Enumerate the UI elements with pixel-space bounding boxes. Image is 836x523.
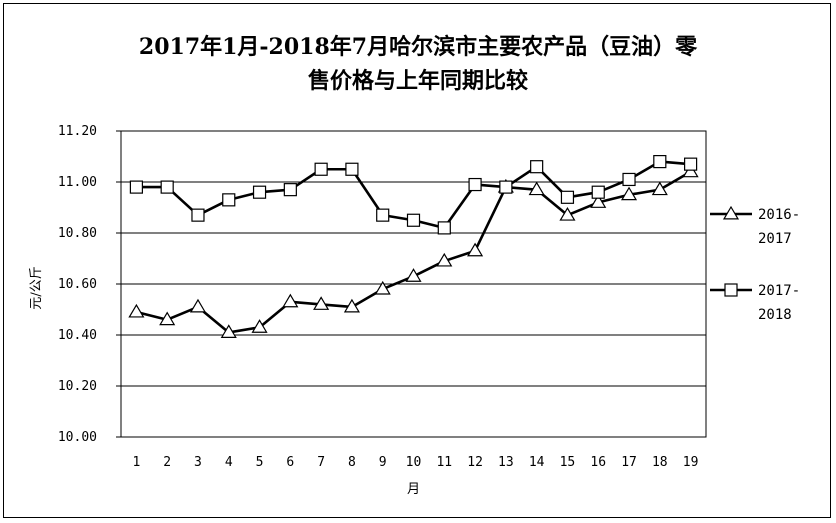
data-point-square xyxy=(160,180,174,194)
data-point-triangle xyxy=(682,163,699,178)
data-point-triangle xyxy=(528,181,545,196)
data-point-square xyxy=(314,162,328,176)
data-point-square xyxy=(437,221,451,235)
data-point-triangle xyxy=(374,280,391,295)
legend-label: 2017 xyxy=(758,231,792,247)
y-tick-label: 10.00 xyxy=(58,430,97,445)
x-tick-label: 11 xyxy=(436,455,452,470)
x-tick-label: 10 xyxy=(406,455,422,470)
y-tick-label: 11.20 xyxy=(58,124,97,139)
data-point-triangle xyxy=(467,242,484,257)
data-point-square xyxy=(283,183,297,197)
legend-label: 2017- xyxy=(758,283,800,299)
data-point-square xyxy=(530,160,544,174)
x-tick-label: 3 xyxy=(194,455,202,470)
data-point-triangle xyxy=(559,206,576,221)
data-point-triangle xyxy=(651,181,668,196)
x-tick-label: 17 xyxy=(621,455,637,470)
y-tick-label: 10.80 xyxy=(58,226,97,241)
data-point-square xyxy=(560,190,575,204)
x-tick-label: 1 xyxy=(132,455,140,470)
x-tick-label: 18 xyxy=(652,455,668,470)
data-point-square xyxy=(129,180,143,194)
data-point-square xyxy=(406,213,421,227)
data-point-square xyxy=(191,208,205,222)
data-point-square xyxy=(345,162,359,176)
x-tick-label: 7 xyxy=(317,455,325,470)
data-point-triangle xyxy=(159,311,176,326)
x-tick-label: 12 xyxy=(467,455,483,470)
x-tick-label: 9 xyxy=(379,455,387,470)
data-point-square xyxy=(591,185,605,199)
data-point-square xyxy=(376,208,390,222)
data-point-square xyxy=(499,180,513,194)
chart-title-line2: 售价格与上年同期比较 xyxy=(307,68,528,94)
chart-title-line1: 2017年1月-2018年7月哈尔滨市主要农产品（豆油）零 xyxy=(138,34,698,60)
data-point-triangle xyxy=(220,324,237,338)
data-point-square xyxy=(653,155,667,169)
data-point-square xyxy=(622,172,636,187)
x-tick-label: 13 xyxy=(498,455,514,470)
data-point-triangle xyxy=(128,303,145,318)
legend-marker-triangle xyxy=(722,205,740,220)
x-tick-label: 15 xyxy=(560,455,576,470)
y-tick-label: 10.40 xyxy=(58,328,97,343)
data-point-square xyxy=(222,193,236,207)
y-tick-label: 10.20 xyxy=(58,379,97,394)
x-tick-label: 19 xyxy=(683,455,699,470)
data-point-triangle xyxy=(189,298,207,313)
data-point-triangle xyxy=(343,298,360,313)
x-tick-label: 8 xyxy=(348,455,356,470)
data-point-triangle xyxy=(620,186,638,201)
legend-label: 2018 xyxy=(758,307,792,323)
x-tick-label: 16 xyxy=(590,455,606,470)
chart-title: 2017年1月-2018年7月哈尔滨市主要农产品（豆油）零 售价格与上年同期比较 xyxy=(0,30,836,98)
y-tick-label: 10.60 xyxy=(58,277,97,292)
x-tick-label: 14 xyxy=(529,455,545,470)
y-axis-label: 元/公斤 xyxy=(29,266,44,309)
legend-marker-square xyxy=(724,283,738,297)
y-tick-label: 11.00 xyxy=(58,175,97,190)
data-point-triangle xyxy=(405,268,422,282)
x-tick-label: 2 xyxy=(163,455,171,470)
data-point-triangle xyxy=(436,252,453,267)
chart-frame xyxy=(3,3,831,518)
data-point-triangle xyxy=(313,296,330,310)
data-point-triangle xyxy=(282,293,299,308)
data-point-square xyxy=(684,157,698,171)
data-point-square xyxy=(468,177,482,192)
data-point-square xyxy=(252,185,267,199)
x-tick-label: 6 xyxy=(286,455,294,470)
x-tick-label: 5 xyxy=(256,455,264,470)
x-axis-label: 月 xyxy=(407,482,420,497)
x-tick-label: 4 xyxy=(225,455,233,470)
data-point-triangle xyxy=(590,194,607,208)
series-line-1 xyxy=(136,170,692,334)
data-point-triangle xyxy=(251,319,268,333)
legend-label: 2016- xyxy=(758,207,800,223)
